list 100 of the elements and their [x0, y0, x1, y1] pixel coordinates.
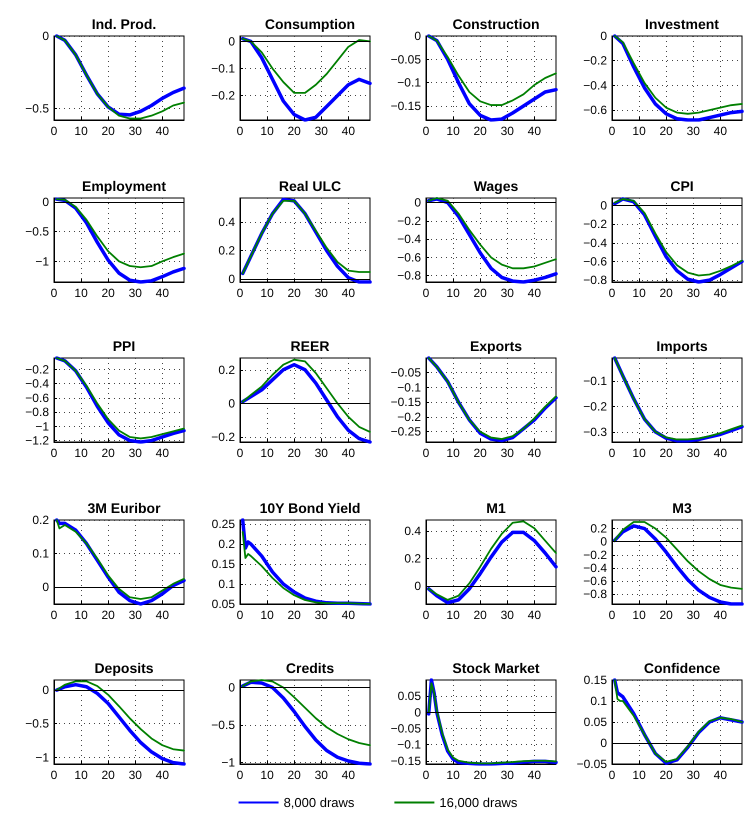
- y-tick-label: −0.5: [25, 716, 50, 731]
- x-tick-label: 30: [314, 446, 328, 460]
- y-tick-label: −1.2: [25, 434, 50, 448]
- y-tick-label: −0.2: [397, 410, 422, 424]
- x-tick-label: 10: [446, 608, 460, 622]
- x-tick-label: 0: [50, 124, 58, 138]
- x-tick-label: 10: [74, 768, 88, 782]
- y-tick-label: 0.2: [404, 552, 422, 566]
- x-tick-label: 20: [287, 768, 302, 782]
- y-tick-label: −0.1: [397, 76, 422, 90]
- x-tick-label: 30: [686, 124, 700, 138]
- x-tick-label: 10: [632, 608, 646, 622]
- x-tick-label: 20: [473, 286, 488, 300]
- y-tick-label: 0.05: [584, 715, 608, 729]
- y-tick-label: −0.6: [397, 250, 422, 264]
- chart-title: Confidence: [644, 660, 720, 676]
- x-tick-label: 30: [686, 286, 700, 300]
- x-tick-label: 30: [128, 286, 142, 300]
- y-tick-label: 0: [42, 29, 50, 43]
- x-tick-label: 30: [128, 124, 142, 138]
- x-tick-label: 10: [260, 446, 274, 460]
- x-tick-label: 0: [236, 768, 244, 782]
- y-tick-label: −0.6: [583, 254, 608, 268]
- x-tick-label: 20: [101, 768, 116, 782]
- chart-title: 10Y Bond Yield: [260, 500, 360, 516]
- x-tick-label: 30: [314, 286, 328, 300]
- x-tick-label: 0: [422, 446, 430, 460]
- y-tick-label: 0.4: [404, 524, 422, 538]
- y-tick-label: 0: [42, 580, 50, 594]
- y-tick-label: 0.2: [32, 513, 50, 527]
- x-tick-label: 0: [236, 286, 244, 300]
- y-tick-label: −0.2: [211, 430, 236, 444]
- y-tick-label: −0.6: [25, 390, 50, 405]
- x-tick-label: 0: [50, 768, 58, 782]
- x-tick-label: 20: [101, 286, 116, 300]
- x-tick-label: 20: [473, 124, 488, 138]
- y-tick-label: −0.4: [583, 236, 608, 250]
- y-tick-label: −1: [221, 756, 236, 770]
- x-tick-label: 10: [446, 124, 460, 138]
- x-tick-label: 10: [74, 446, 88, 460]
- x-tick-label: 40: [342, 768, 356, 782]
- y-tick-label: 0: [414, 579, 422, 594]
- x-tick-label: 30: [500, 608, 514, 622]
- x-tick-label: 10: [260, 286, 274, 300]
- x-tick-label: 0: [50, 286, 58, 300]
- y-tick-label: −0.8: [583, 273, 608, 288]
- y-tick-label: −0.4: [583, 560, 608, 575]
- x-tick-label: 10: [260, 124, 274, 138]
- y-tick-label: −0.4: [397, 232, 422, 246]
- x-tick-label: 40: [156, 286, 170, 300]
- x-tick-label: 30: [128, 768, 142, 782]
- x-tick-label: 40: [528, 768, 542, 782]
- x-tick-label: 40: [342, 124, 356, 138]
- x-tick-label: 40: [342, 446, 356, 460]
- x-tick-label: 10: [632, 286, 646, 300]
- y-tick-label: −0.1: [397, 738, 422, 752]
- chart-title: Deposits: [94, 660, 154, 676]
- x-tick-label: 0: [422, 608, 430, 622]
- x-tick-label: 30: [500, 124, 514, 138]
- y-tick-label: −0.15: [390, 395, 422, 410]
- x-tick-label: 0: [422, 768, 430, 782]
- x-tick-label: 40: [156, 768, 170, 782]
- x-tick-label: 10: [74, 124, 88, 138]
- x-tick-label: 40: [714, 768, 728, 782]
- x-tick-label: 0: [422, 124, 430, 138]
- x-tick-label: 30: [128, 446, 142, 460]
- x-tick-label: 20: [659, 768, 674, 782]
- y-tick-label: −0.6: [583, 574, 608, 588]
- y-tick-label: 0: [42, 195, 50, 210]
- chart-title: Stock Market: [452, 660, 540, 676]
- x-tick-label: 40: [714, 124, 728, 138]
- x-tick-label: 20: [101, 124, 116, 138]
- y-tick-label: 0.1: [590, 694, 608, 708]
- chart-title: Credits: [286, 660, 334, 676]
- y-tick-label: −0.3: [583, 424, 608, 439]
- x-tick-label: 0: [236, 608, 244, 622]
- y-tick-label: 0: [228, 396, 236, 410]
- y-tick-label: −0.8: [583, 587, 608, 602]
- x-tick-label: 30: [314, 124, 328, 138]
- y-tick-label: 0.1: [218, 577, 236, 591]
- y-tick-label: −0.15: [390, 754, 422, 768]
- legend-label: 16,000 draws: [439, 795, 518, 810]
- x-tick-label: 40: [342, 286, 356, 300]
- y-tick-label: −0.05: [390, 366, 422, 380]
- x-tick-label: 40: [714, 446, 728, 460]
- x-tick-label: 40: [714, 608, 728, 622]
- x-tick-label: 30: [686, 446, 700, 460]
- y-tick-label: −0.2: [583, 217, 608, 232]
- y-tick-label: −0.2: [583, 399, 608, 414]
- chart-title: Construction: [452, 16, 540, 32]
- chart-title: CPI: [670, 178, 694, 194]
- y-tick-label: −0.1: [397, 380, 422, 394]
- chart-title: Real ULC: [278, 178, 342, 194]
- x-tick-label: 10: [74, 286, 88, 300]
- y-tick-label: 0: [600, 534, 608, 549]
- y-tick-label: −1: [35, 750, 50, 764]
- x-tick-label: 10: [632, 446, 646, 460]
- x-tick-label: 30: [500, 286, 514, 300]
- y-tick-label: 0.2: [218, 244, 236, 258]
- y-tick-label: −0.5: [25, 224, 50, 239]
